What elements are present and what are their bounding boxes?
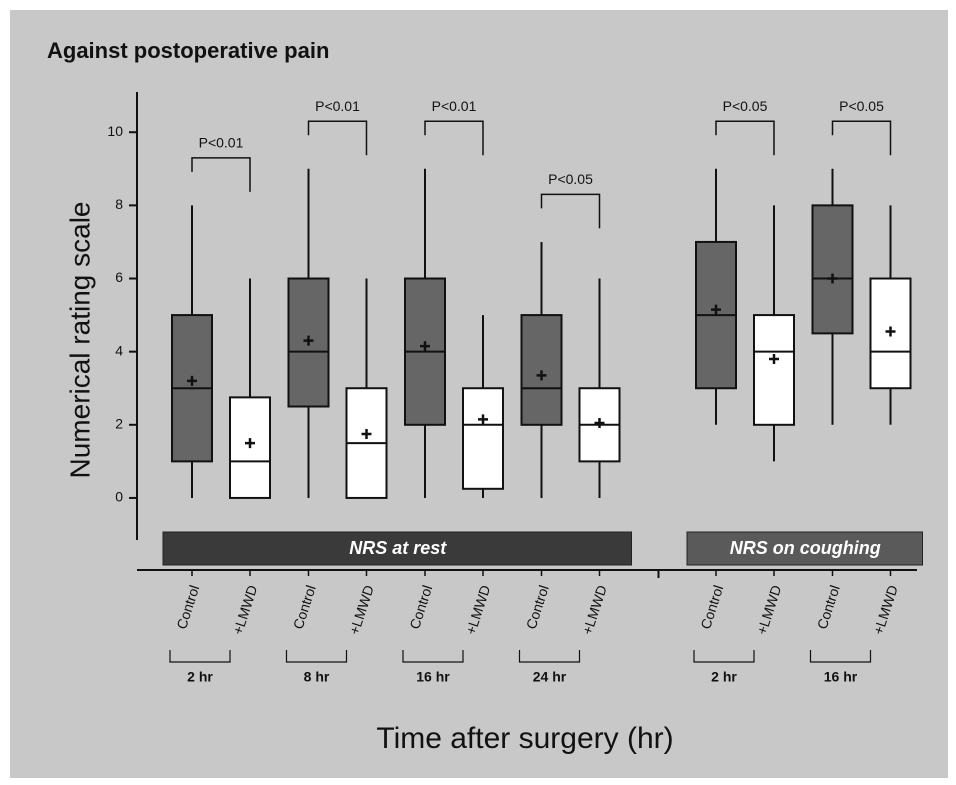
time-label: 16 hr: [416, 669, 450, 685]
time-label: 2 hr: [187, 669, 213, 685]
significance-bracket: [831, 120, 892, 156]
significance-bracket: [424, 120, 484, 156]
p-value-label: P<0.05: [839, 98, 884, 114]
time-bracket: [402, 650, 464, 663]
panel-bar: [686, 531, 923, 566]
time-label: 24 hr: [533, 669, 567, 685]
mean-marker: [594, 417, 605, 428]
time-bracket: [809, 650, 872, 663]
y-tick-label: 6: [115, 269, 123, 285]
mean-marker: [245, 438, 255, 449]
y-tick-label: 4: [115, 342, 123, 358]
panel-bar: [162, 531, 632, 566]
box: [811, 204, 854, 335]
mean-marker: [536, 370, 547, 381]
time-bracket: [518, 650, 581, 663]
time-bracket: [285, 650, 348, 663]
mean-marker: [303, 335, 314, 346]
time-label: 16 hr: [824, 669, 858, 685]
y-axis-label: Numerical rating scale: [64, 202, 95, 479]
time-label: 8 hr: [304, 669, 330, 685]
significance-bracket: [540, 193, 601, 229]
chart-title: Against postoperative pain: [47, 38, 329, 63]
mean-marker: [187, 375, 197, 386]
time-bracket: [169, 650, 231, 663]
panel-label: NRS on coughing: [730, 538, 881, 558]
mean-marker: [769, 353, 779, 364]
mean-marker: [827, 273, 838, 284]
mean-marker: [478, 414, 488, 425]
mean-marker: [420, 341, 430, 352]
box: [462, 387, 504, 490]
p-value-label: P<0.05: [548, 171, 593, 187]
y-tick-label: 0: [115, 489, 123, 505]
time-bracket: [693, 650, 755, 663]
box: [753, 314, 795, 426]
p-value-label: P<0.01: [432, 98, 477, 114]
mean-marker: [361, 428, 372, 439]
time-label: 2 hr: [711, 669, 737, 685]
box: [520, 314, 563, 426]
significance-bracket: [715, 120, 775, 156]
significance-bracket: [191, 157, 251, 192]
p-value-label: P<0.05: [723, 98, 768, 114]
mean-marker: [885, 326, 896, 337]
significance-bracket: [307, 120, 368, 156]
mean-marker: [711, 304, 721, 315]
p-value-label: P<0.01: [199, 135, 244, 151]
y-tick-label: 8: [115, 196, 123, 212]
p-value-label: P<0.01: [315, 98, 360, 114]
panel-label: NRS at rest: [349, 538, 447, 558]
y-tick-label: 2: [115, 416, 123, 432]
y-tick-label: 10: [107, 123, 123, 139]
x-axis-label: Time after surgery (hr): [376, 722, 673, 755]
